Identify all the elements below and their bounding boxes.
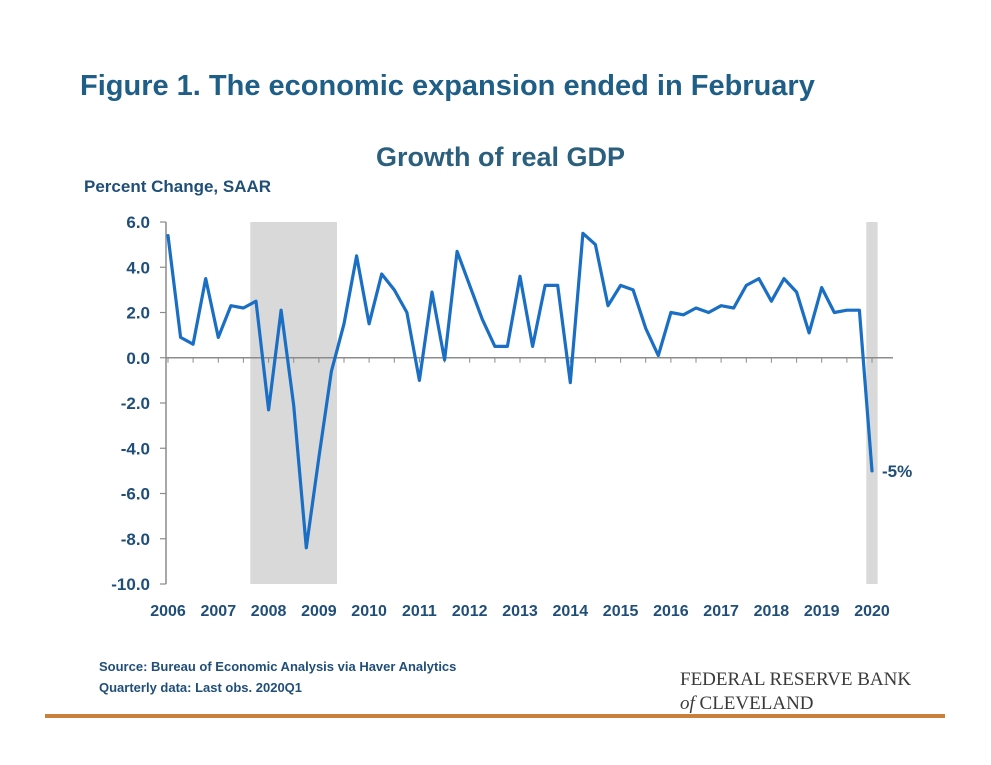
recession-shading xyxy=(250,222,878,584)
x-tick-label: 2020 xyxy=(854,603,890,620)
logo-line-1: FEDERAL RESERVE BANK xyxy=(680,669,912,690)
source-note: Source: Bureau of Economic Analysis via … xyxy=(99,656,456,698)
logo-line-2: of CLEVELAND xyxy=(680,692,911,716)
x-tick-label: 2017 xyxy=(703,603,739,620)
last-obs-line: Quarterly data: Last obs. 2020Q1 xyxy=(99,680,303,695)
y-axis-label: Percent Change, SAAR xyxy=(84,177,272,196)
y-tick-label: -6.0 xyxy=(121,485,150,504)
x-tick-label: 2012 xyxy=(452,603,488,620)
y-tick-label: -10.0 xyxy=(111,575,150,594)
gdp-growth-line xyxy=(166,231,874,550)
y-tick-label: -2.0 xyxy=(121,394,150,413)
footer-rule xyxy=(45,714,945,718)
x-tick-label: 2008 xyxy=(251,603,287,620)
source-line: Source: Bureau of Economic Analysis via … xyxy=(99,659,457,674)
y-tick-label: 0.0 xyxy=(126,349,150,368)
y-tick-label: 2.0 xyxy=(126,304,150,323)
annotations: -5% xyxy=(882,462,912,481)
y-tick-label: 6.0 xyxy=(126,213,150,232)
logo-of: of xyxy=(680,693,695,714)
chart-title: Growth of real GDP xyxy=(375,142,626,172)
x-tick-label: 2009 xyxy=(301,603,337,620)
x-tick-label: 2011 xyxy=(402,603,437,620)
x-tick-label: 2015 xyxy=(603,603,639,620)
recession-band xyxy=(866,222,878,584)
x-tick-label: 2013 xyxy=(502,603,538,620)
x-tick-label: 2016 xyxy=(653,603,689,620)
last-value-label: -5% xyxy=(882,462,912,481)
frb-cleveland-logo: FEDERAL RESERVE BANK of CLEVELAND xyxy=(680,668,911,716)
x-tick-label: 2010 xyxy=(351,603,387,620)
y-tick-label: -4.0 xyxy=(121,439,150,458)
x-tick-label: 2018 xyxy=(754,603,790,620)
x-tick-label: 2007 xyxy=(201,603,237,620)
gdp-series xyxy=(166,231,874,550)
x-tick-labels: 2006 2007 2008 2009 2010 2011 2012 2013 2014 2015… xyxy=(150,603,890,620)
x-tick-label: 2006 xyxy=(150,603,186,620)
y-tick-labels: 6.0 4.0 2.0 0.0 -2.0 -4.0 -6.0 -8.0 -10.0 xyxy=(111,213,150,594)
logo-cleveland: CLEVELAND xyxy=(699,693,814,714)
figure-title: Figure 1. The economic expansion ended i… xyxy=(80,70,815,102)
x-tick-label: 2014 xyxy=(553,603,589,620)
y-tick-label: -8.0 xyxy=(121,530,150,549)
x-tick-label: 2019 xyxy=(804,603,840,620)
y-tick-label: 4.0 xyxy=(126,258,150,277)
